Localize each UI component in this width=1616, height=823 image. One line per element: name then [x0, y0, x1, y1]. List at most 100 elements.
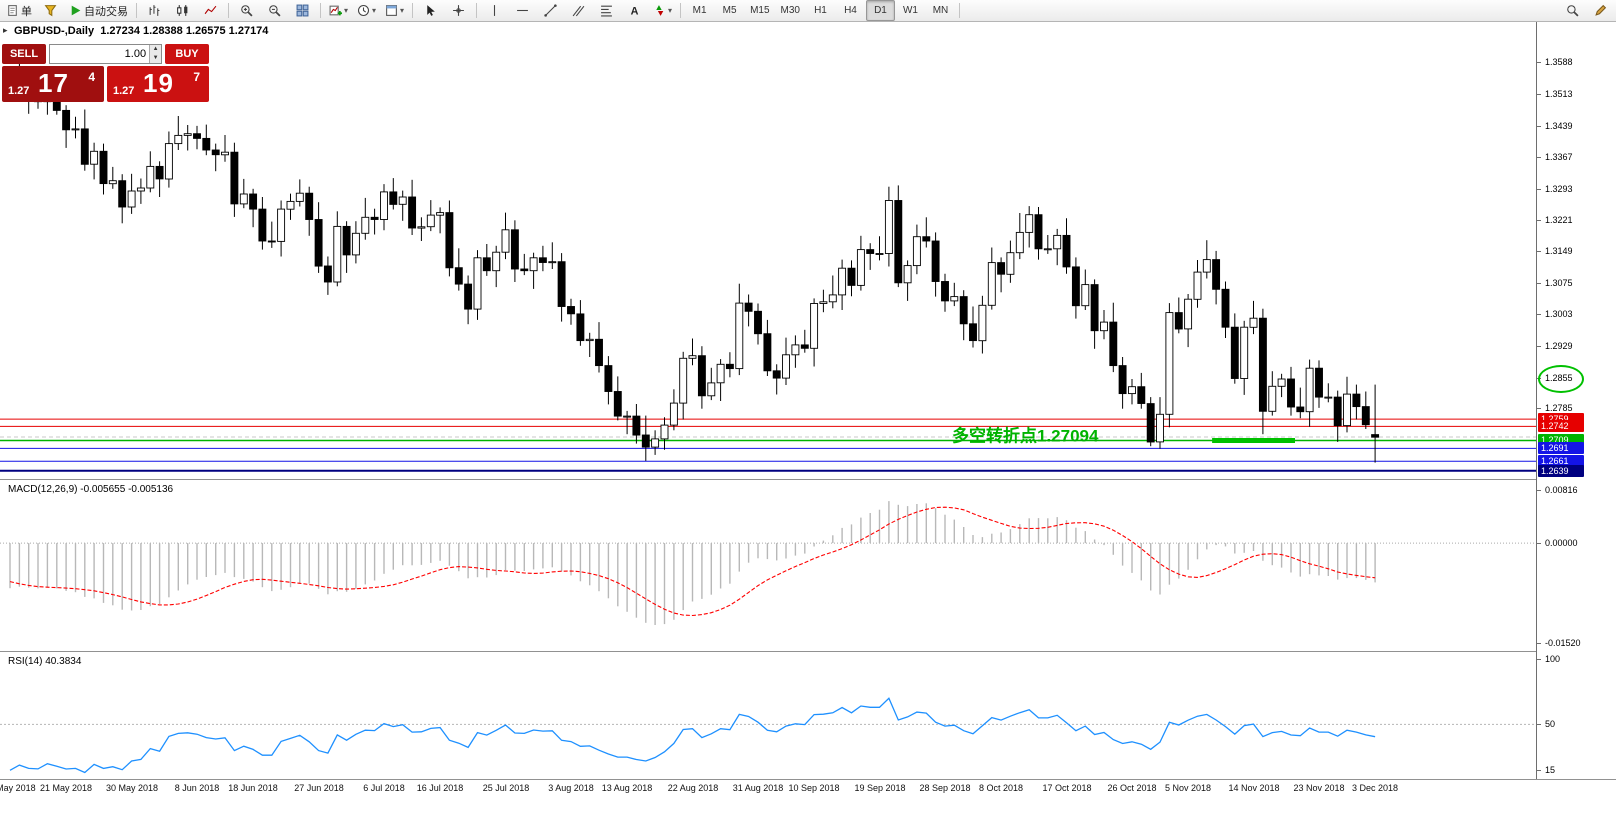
arrows-button[interactable]: ▾ [649, 0, 676, 21]
one-click-toggle-icon[interactable]: ▸ [3, 25, 8, 35]
timeframe-mn-button[interactable]: MN [926, 0, 955, 21]
rsi-pane[interactable] [0, 653, 1536, 779]
main-toolbar: 单 自动交易 ▾ ▾ ▾ A ▾ M1 M5 M15 M30 H1 H4 D1 W1 MN [0, 0, 1616, 22]
text-button[interactable]: A [621, 0, 648, 21]
level-price-badge: 1.2661 [1538, 455, 1584, 467]
templates-button[interactable]: ▾ [381, 0, 408, 21]
vline-icon [488, 4, 501, 17]
date-tick-label: 25 Jul 2018 [482, 783, 530, 793]
buy-price-pip: 7 [193, 70, 200, 84]
macd-pane[interactable] [0, 481, 1536, 651]
scale-tick [1537, 126, 1541, 127]
price-tick-label: 1.3513 [1545, 89, 1573, 99]
fibonacci-button[interactable] [593, 0, 620, 21]
toolbar-button-label: D1 [874, 5, 887, 16]
line-chart-button[interactable] [197, 0, 224, 21]
clock-icon [357, 4, 370, 17]
sell-price-big: 17 [38, 68, 69, 98]
chart-window: ▸ GBPUSD-,Daily 1.27234 1.28388 1.26575 … [0, 22, 1616, 823]
autotrade-button[interactable]: 自动交易 [65, 0, 132, 21]
timeframe-d1-button[interactable]: D1 [865, 0, 895, 21]
timeframe-m1-button[interactable]: M1 [685, 0, 714, 21]
price-tick-label: 1.3149 [1545, 246, 1573, 256]
date-tick-label: 28 Sep 2018 [919, 783, 971, 793]
pane-splitter[interactable] [0, 479, 1616, 480]
timeframe-m30-button[interactable]: M30 [776, 0, 805, 21]
toolbar-button-label: MN [932, 5, 949, 16]
buy-button[interactable]: BUY [165, 44, 209, 64]
timeframe-m15-button[interactable]: M15 [745, 0, 774, 21]
scale-tick [1537, 770, 1541, 771]
sell-price-button[interactable]: 1.27 17 4 [2, 66, 104, 102]
lot-size-input[interactable] [50, 45, 150, 63]
expert-advisors-button[interactable] [37, 0, 64, 21]
search-button[interactable] [1559, 0, 1586, 21]
timeframe-h4-button[interactable]: H4 [836, 0, 865, 21]
toolbar-button-label: 单 [21, 5, 32, 18]
toolbar-button-label: M30 [780, 5, 800, 16]
macd-tick-label: -0.01520 [1545, 638, 1581, 648]
crosshair-icon [452, 4, 465, 17]
price-tick-label: 1.3003 [1545, 309, 1573, 319]
price-scale[interactable]: 1.3588 1.3513 1.3439 1.3367 1.3293 1.3221 1.31… [1536, 22, 1616, 779]
toolbar-separator [136, 3, 137, 18]
new-chart-button[interactable]: ▾ [325, 0, 352, 21]
crosshair-button[interactable] [445, 0, 472, 21]
scale-tick [1537, 94, 1541, 95]
profiles-button[interactable]: ▾ [353, 0, 380, 21]
tile-icon [296, 4, 309, 17]
toolbar-separator [958, 3, 960, 18]
chevron-down-icon[interactable]: ▾ [400, 5, 405, 15]
lot-spinner-down-icon[interactable]: ▼ [150, 54, 161, 63]
chevron-down-icon[interactable]: ▾ [344, 5, 349, 15]
rsi-tick-label: 15 [1545, 765, 1556, 775]
timeframe-w1-button[interactable]: W1 [896, 0, 925, 21]
sell-button[interactable]: SELL [2, 44, 46, 64]
horizontal-line-button[interactable] [509, 0, 536, 21]
chevron-down-icon[interactable]: ▾ [372, 5, 377, 15]
line-icon [204, 4, 217, 17]
chevron-down-icon[interactable]: ▾ [668, 5, 673, 15]
rsi-label: RSI(14) 40.3834 [8, 656, 82, 667]
rsi-tick-label: 100 [1545, 654, 1561, 664]
equidistant-channel-button[interactable] [565, 0, 592, 21]
price-tick-label: 1.3293 [1545, 184, 1573, 194]
bar-chart-button[interactable] [141, 0, 168, 21]
lot-size-box: ▲ ▼ [49, 44, 162, 64]
price-chart[interactable]: 多空转折点1.27094 [0, 22, 1536, 479]
vertical-line-button[interactable] [481, 0, 508, 21]
scale-tick [1537, 283, 1541, 284]
timeframe-m5-button[interactable]: M5 [715, 0, 744, 21]
candlestick-chart-button[interactable] [169, 0, 196, 21]
scale-tick [1537, 543, 1541, 544]
toolbar-button-label: H4 [844, 5, 857, 16]
buy-price-button[interactable]: 1.27 19 7 [107, 66, 209, 102]
date-tick-label: 3 Aug 2018 [548, 783, 594, 793]
cursor-button[interactable] [417, 0, 444, 21]
lot-spinner[interactable]: ▲ ▼ [149, 45, 161, 63]
timeframe-h1-button[interactable]: H1 [806, 0, 835, 21]
hline-icon [516, 4, 529, 17]
sell-price-small: 1.27 [8, 85, 30, 97]
toolbar-separator [680, 3, 682, 18]
search-icon [1566, 4, 1579, 17]
pane-splitter[interactable] [0, 651, 1616, 652]
new-order-icon [6, 4, 19, 17]
new-order-button[interactable]: 单 [2, 0, 36, 21]
zoom-out-button[interactable] [261, 0, 288, 21]
one-click-trading-panel: SELL ▲ ▼ BUY 1.27 17 4 1.27 19 7 [2, 44, 209, 102]
edit-button[interactable] [1587, 0, 1614, 21]
zoom-in-button[interactable] [233, 0, 260, 21]
scale-tick [1537, 346, 1541, 347]
toolbar-separator [476, 3, 478, 18]
lot-spinner-up-icon[interactable]: ▲ [150, 45, 161, 54]
buy-price-big: 19 [143, 68, 174, 98]
tile-windows-button[interactable] [289, 0, 316, 21]
turning-point-annotation[interactable]: 多空转折点1.27094 [952, 426, 1099, 446]
date-tick-label: 27 Jun 2018 [294, 783, 344, 793]
trendline-button[interactable] [537, 0, 564, 21]
ellipse-annotation[interactable] [1538, 365, 1584, 393]
toolbar-button-label: M15 [750, 5, 770, 16]
svg-text:A: A [631, 5, 639, 17]
